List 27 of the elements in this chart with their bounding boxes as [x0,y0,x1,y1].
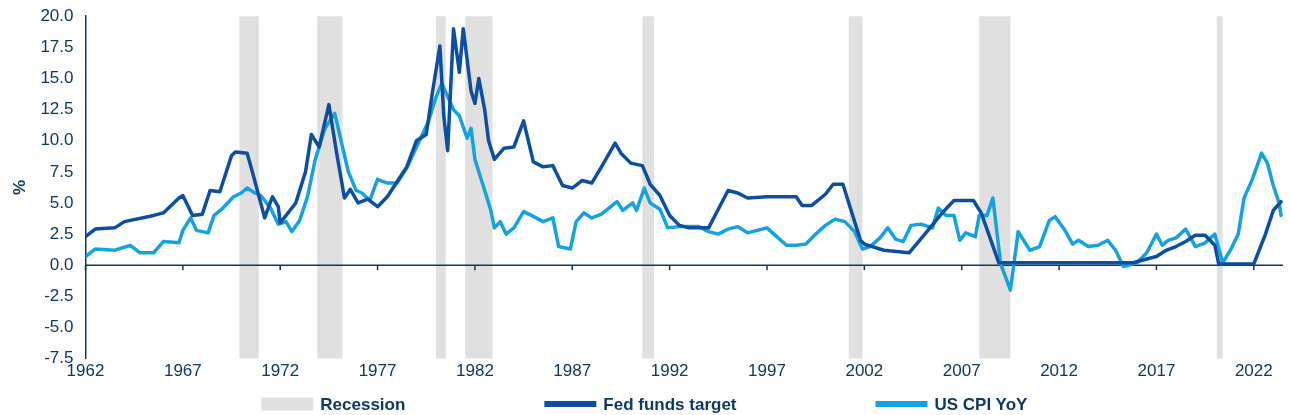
y-tick-label: -2.5 [44,286,74,306]
x-tick-label: 1987 [553,361,592,381]
x-tick-label: 1977 [358,361,397,381]
y-tick-label: 7.5 [49,161,74,181]
y-tick-label: 5.0 [49,192,74,212]
x-tick-label: 1982 [456,361,494,381]
x-tick-label: 1967 [163,361,202,381]
legend-label: Recession [320,394,406,414]
y-tick-label: 2.5 [49,223,74,243]
legend-label: Fed funds target [603,394,737,414]
y-tick-label: 12.5 [40,99,74,119]
x-tick-label: 1992 [650,361,689,381]
x-tick-label: 2002 [845,361,884,381]
x-tick-label: 1997 [748,361,786,381]
y-tick-label: 15.0 [40,68,74,88]
x-tick-label: 2012 [1040,361,1078,381]
x-tick-label: 1972 [261,361,300,381]
y-tick-label: -5.0 [44,317,74,337]
x-tick-label: 2017 [1137,361,1176,381]
x-tick-label: 2007 [942,361,981,381]
y-axis-title: % [9,179,29,195]
y-tick-label: 20.0 [40,5,74,25]
y-tick-label: 17.5 [40,37,74,57]
legend-label: US CPI YoY [934,394,1029,414]
x-tick-label: 2022 [1234,361,1273,381]
y-tick-label: 10.0 [40,130,74,150]
y-tick-label: 0.0 [49,254,74,274]
